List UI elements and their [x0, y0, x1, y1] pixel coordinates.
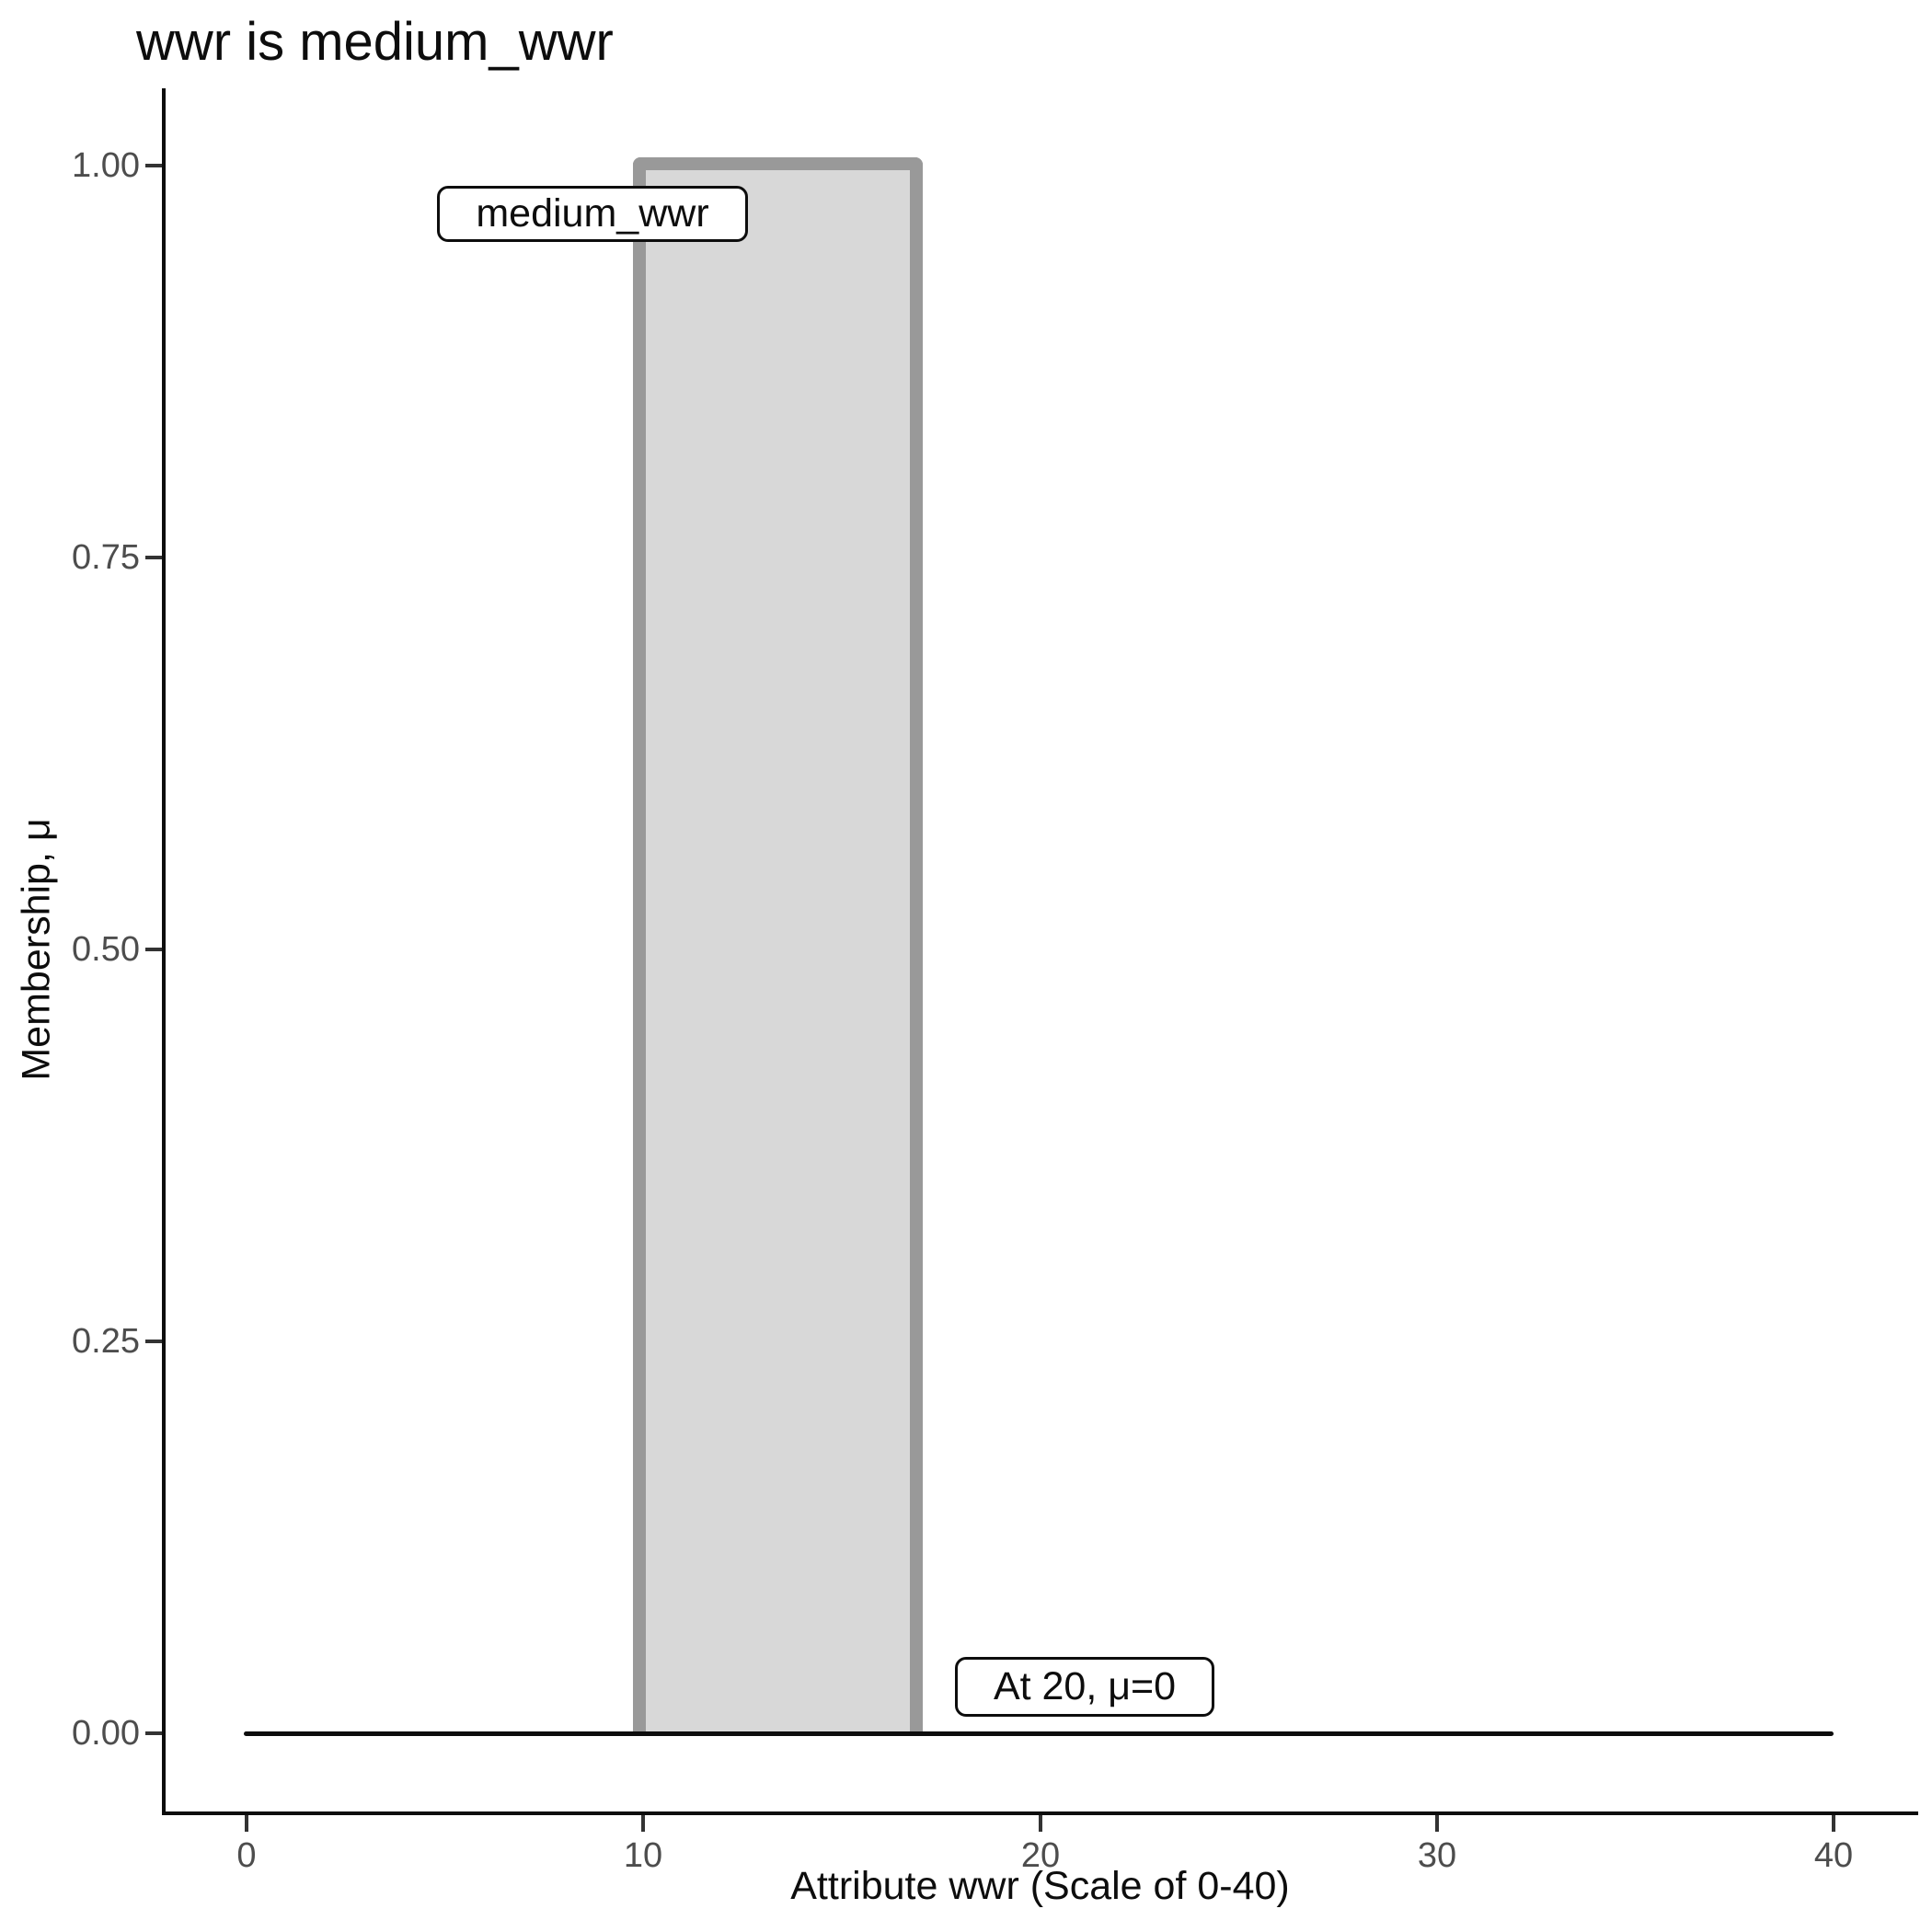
annotation-at-20-mu-0-text: At 20, μ=0	[993, 1664, 1177, 1708]
x-tick-label: 30	[1417, 1836, 1457, 1875]
y-axis-title: Membership, μ	[14, 818, 59, 1081]
x-tick-label: 10	[623, 1836, 663, 1875]
x-tick-30	[1435, 1815, 1439, 1832]
y-tick-0.00	[145, 1731, 162, 1735]
annotation-medium-wwr: medium_wwr	[437, 186, 748, 242]
y-tick-label: 0.50	[72, 930, 140, 969]
y-tick-0.25	[145, 1340, 162, 1343]
x-tick-10	[641, 1815, 645, 1832]
y-tick-label: 0.00	[72, 1714, 140, 1753]
x-axis-title: Attribute wwr (Scale of 0-40)	[790, 1864, 1290, 1908]
x-tick-label: 0	[236, 1836, 257, 1875]
y-tick-0.75	[145, 556, 162, 559]
x-tick-label: 20	[1020, 1836, 1061, 1875]
y-tick-label: 0.25	[72, 1322, 140, 1361]
x-tick-label: 40	[1813, 1836, 1854, 1875]
annotation-at-20-mu-0: At 20, μ=0	[955, 1657, 1214, 1717]
membership-set-rectangle	[633, 157, 923, 1733]
y-tick-1.00	[145, 164, 162, 167]
x-tick-40	[1832, 1815, 1835, 1832]
y-tick-0.50	[145, 948, 162, 951]
annotation-medium-wwr-text: medium_wwr	[476, 191, 709, 236]
x-tick-20	[1039, 1815, 1042, 1832]
y-tick-label: 0.75	[72, 538, 140, 577]
membership-baseline	[244, 1731, 1834, 1736]
x-axis-line	[162, 1811, 1918, 1815]
y-tick-label: 1.00	[72, 146, 140, 185]
chart-title: wwr is medium_wwr	[136, 12, 614, 72]
y-axis-line	[162, 88, 166, 1815]
x-tick-0	[245, 1815, 248, 1832]
